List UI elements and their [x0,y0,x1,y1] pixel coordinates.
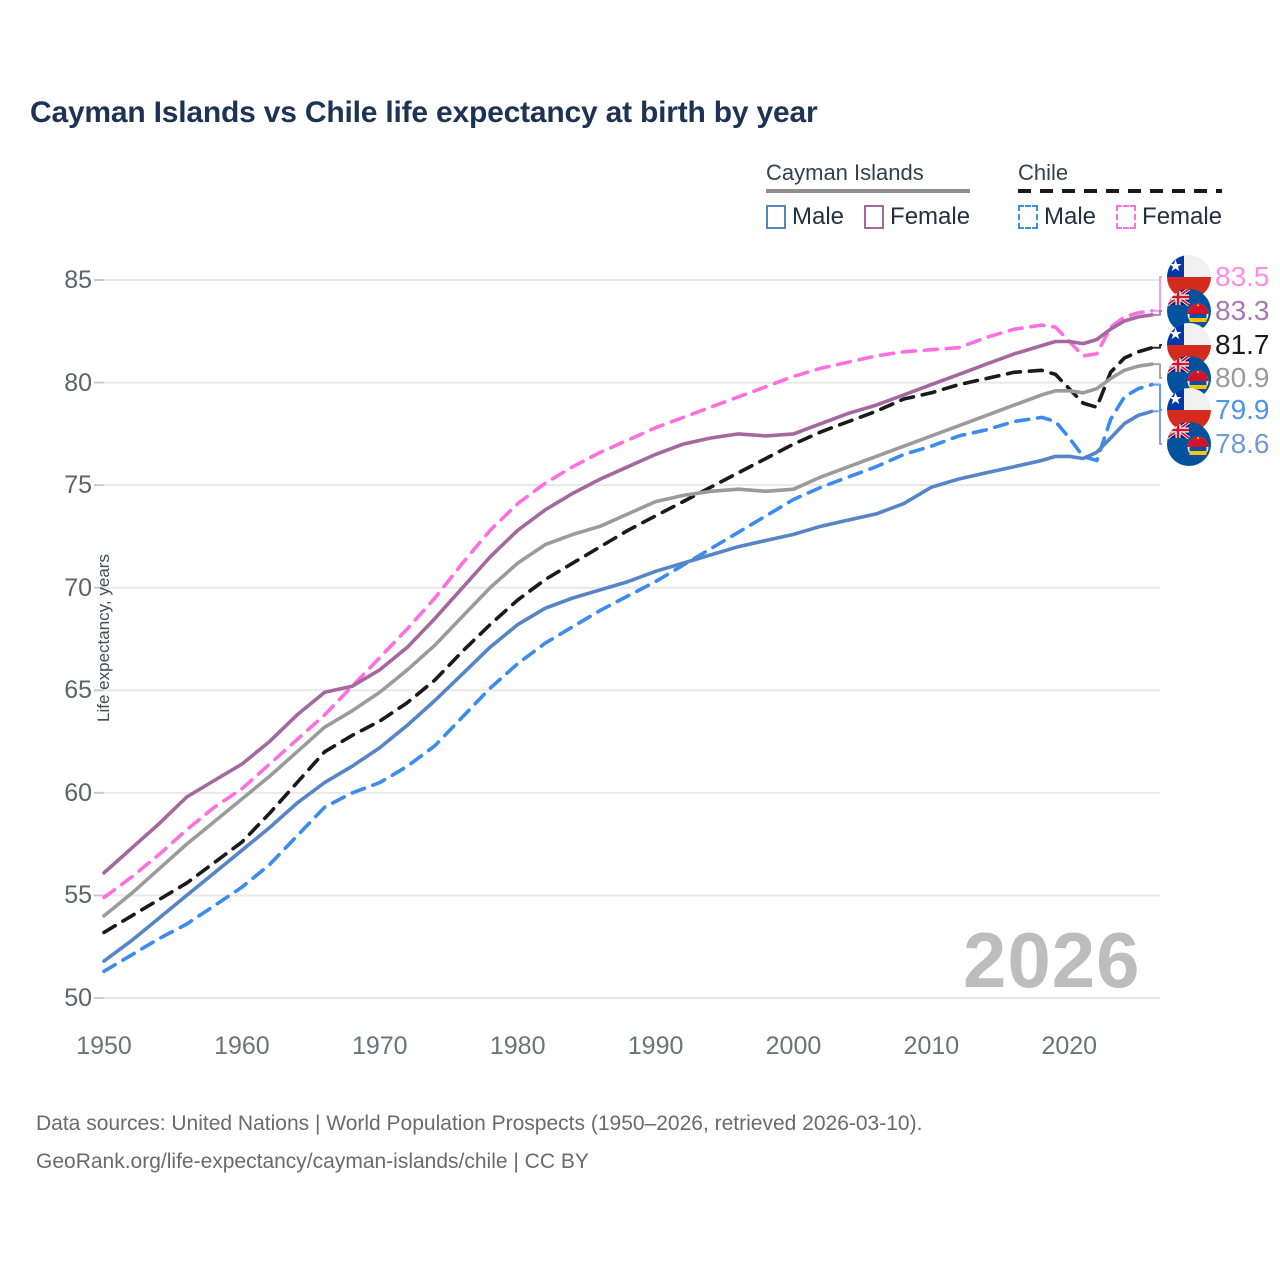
year-watermark: 2026 [963,916,1141,1004]
legend-item-label: Female [1142,203,1223,230]
y-axis-tick-label: 85 [64,266,92,294]
y-axis-tick-label: 50 [64,984,92,1012]
series-line [102,309,1154,900]
legend-group-cayman-islands: Cayman Islands Male Female [766,160,971,231]
legend-item-chile-male[interactable]: Male [1018,203,1096,231]
end-label: 83.3 [1215,295,1270,327]
series-line [102,345,1154,935]
y-axis-tick-label: 60 [64,778,92,807]
legend-country-label: Cayman Islands [766,160,924,185]
x-axis-tick-label: 1960 [214,1032,270,1060]
end-label-value: 83.5 [1215,261,1270,292]
end-label: 83.5 [1215,261,1270,293]
y-axis-tick-label: 65 [64,676,92,705]
end-label: 80.9 [1215,362,1270,394]
y-axis-tick-label: 70 [64,573,92,602]
end-label-value: 81.7 [1215,329,1270,360]
y-axis-tick-label: 75 [64,471,92,500]
footer-line-sources: Data sources: United Nations | World Pop… [36,1112,923,1135]
legend-item-label: Male [792,203,845,230]
series-lines [102,309,1154,974]
end-label-value: 80.9 [1215,362,1270,393]
end-label-value: 78.6 [1215,428,1270,459]
series-line [102,409,1154,963]
legend-item-chile-female[interactable]: Female [1116,203,1222,231]
end-label-leader-line [1152,410,1162,445]
legend-swatch-icon [1018,205,1038,229]
legend-country-label: Chile [1018,160,1069,185]
series-line [102,382,1154,974]
x-axis-tick-label: 2020 [1041,1032,1098,1060]
x-axis-tick-label: 1990 [627,1032,684,1060]
series-line [102,362,1154,918]
y-axis-tick-label: 80 [64,368,92,397]
end-label-leader-line [1152,344,1162,349]
end-label-flags [1167,255,1211,466]
end-label: 81.7 [1215,329,1270,361]
x-axis-tick-label: 1950 [76,1032,132,1060]
legend-item-cayman-male[interactable]: Male [766,203,844,231]
footer-line-attribution[interactable]: GeoRank.org/life-expectancy/cayman-islan… [36,1150,589,1173]
legend-item-cayman-female[interactable]: Female [864,203,970,231]
legend-item-label: Female [890,203,971,230]
end-label-leader-line [1152,363,1162,379]
y-axis-tick-label: 55 [64,881,92,910]
end-label: 79.9 [1215,394,1270,426]
y-axis-label: Life expectancy, years [94,554,113,722]
x-axis-tick-label: 1980 [489,1032,546,1060]
page-title: Cayman Islands vs Chile life expectancy … [30,96,818,129]
legend-swatch-icon [864,205,885,229]
end-label-leader-line [1152,276,1162,312]
cayman-islands-flag [1167,422,1211,466]
end-label-leader-line [1152,310,1162,316]
legend-swatch-icon [1116,205,1137,229]
end-label-leader-line [1152,383,1162,411]
x-axis-tick-label: 2000 [765,1032,822,1060]
chart-legend: Cayman Islands Male Female Chile Male [760,160,1260,242]
legend-swatch-icon [766,205,786,229]
y-axis: 50 55 60 65 70 75 80 85 [0,0,92,1280]
x-axis-tick-label: 2010 [903,1032,960,1060]
end-label: 78.6 [1215,428,1270,460]
legend-rule-dashed [1018,189,1223,193]
chart-footer: Data sources: United Nations | World Pop… [36,1105,922,1181]
legend-group-chile: Chile Male Female [1018,160,1223,231]
leader-lines [1152,276,1162,445]
series-line [102,313,1154,875]
legend-rule-solid [766,189,971,193]
end-label-value: 79.9 [1215,394,1270,425]
x-axis-tick-label: 1970 [351,1032,408,1060]
y-gridlines [94,279,1160,999]
end-label-value: 83.3 [1215,295,1270,326]
legend-item-label: Male [1044,203,1097,230]
